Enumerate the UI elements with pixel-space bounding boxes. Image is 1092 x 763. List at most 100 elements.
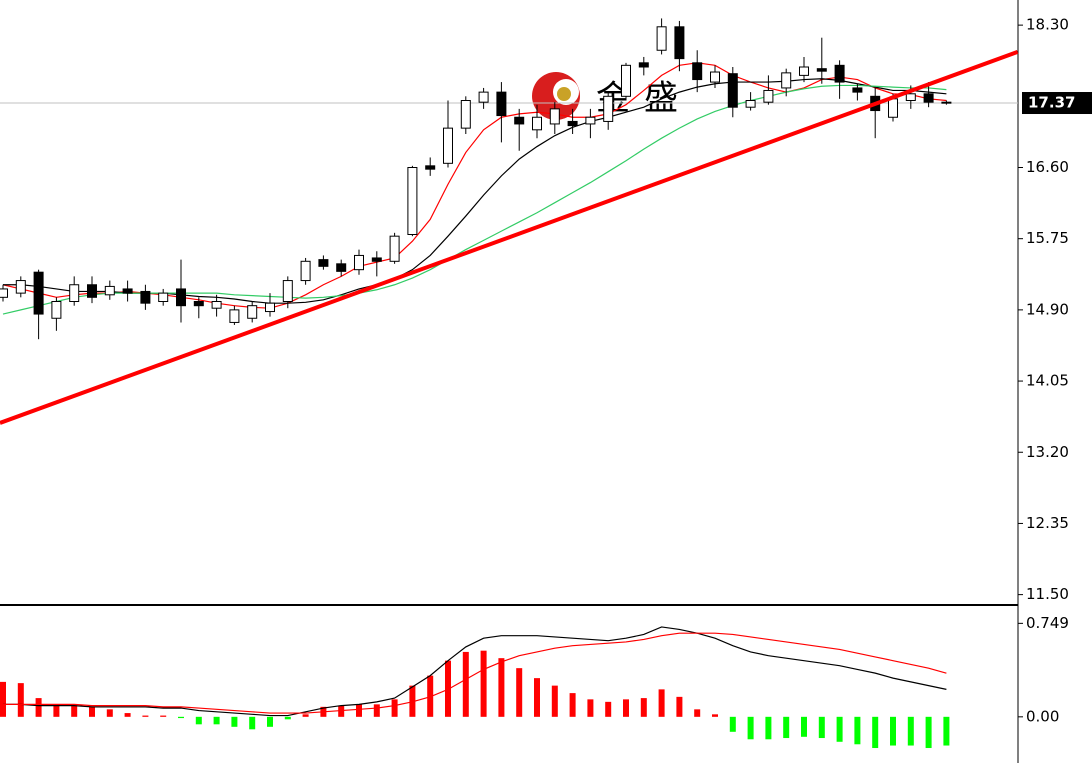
histogram-bar <box>53 704 60 717</box>
candle-body <box>389 235 400 262</box>
candle-body <box>816 68 827 72</box>
candle-body <box>69 284 80 302</box>
candle-body <box>781 72 792 89</box>
y-tick-label: 15.75 <box>1026 229 1069 247</box>
candle-body <box>478 91 489 103</box>
candle-body <box>140 290 151 304</box>
candle-body <box>656 26 667 51</box>
macd-line <box>3 632 947 714</box>
candle-body <box>318 259 329 267</box>
candle-body <box>104 285 115 296</box>
candle-body <box>33 271 44 315</box>
candle-body <box>460 100 471 129</box>
histogram-bar <box>801 716 807 737</box>
candle-body <box>443 127 453 164</box>
candle-body <box>514 116 525 125</box>
histogram-bar <box>516 668 523 717</box>
y-tick-label: 13.20 <box>1026 443 1069 461</box>
histogram-bar <box>587 699 594 717</box>
candle-body <box>852 87 863 93</box>
histogram-bar <box>231 716 238 727</box>
histogram-bar <box>160 715 167 717</box>
candle-body <box>300 260 311 282</box>
candle-body <box>727 73 738 108</box>
candle-body <box>371 257 382 262</box>
histogram-bar <box>534 678 540 717</box>
histogram-bar <box>462 651 469 717</box>
candle-body <box>247 305 258 319</box>
y-tick-label: 14.05 <box>1026 372 1069 390</box>
candle-body <box>407 167 418 235</box>
trendline <box>0 50 1019 425</box>
histogram-bar <box>872 716 879 749</box>
candle-body <box>692 62 703 81</box>
candle-body <box>336 263 347 272</box>
candle-body <box>229 309 240 323</box>
candle-body <box>122 288 133 294</box>
histogram-bar <box>124 713 131 717</box>
histogram-bar <box>765 716 772 740</box>
histogram-bar <box>712 714 718 717</box>
histogram-bar <box>89 706 95 717</box>
histogram-bar <box>640 698 647 717</box>
candle-body <box>674 26 685 60</box>
candle-body <box>710 71 720 83</box>
y-tick-label: 0.00 <box>1026 707 1059 725</box>
histogram-bar <box>35 698 42 717</box>
histogram-bar <box>925 716 932 749</box>
candle-body <box>799 66 809 76</box>
candle-body <box>176 288 186 307</box>
histogram-bar <box>391 699 398 717</box>
histogram-bar <box>747 716 754 740</box>
y-tick-label: 12.35 <box>1026 514 1069 532</box>
candle-body <box>265 302 275 313</box>
histogram-bar <box>338 705 345 717</box>
histogram-bar <box>142 715 149 717</box>
candle-body <box>638 62 649 68</box>
histogram-bar <box>480 650 487 717</box>
histogram-bar <box>694 709 701 717</box>
candle-body <box>603 95 614 122</box>
candle-body <box>567 120 578 127</box>
candle-body <box>763 89 774 103</box>
candle-body <box>621 64 631 97</box>
candle-body <box>51 301 62 319</box>
histogram-bar <box>302 714 309 717</box>
candle-body <box>0 288 8 298</box>
y-tick-label: 0.749 <box>1026 614 1069 632</box>
last-price-box <box>1022 92 1092 115</box>
histogram-bar <box>569 693 576 717</box>
histogram-bar <box>195 716 202 725</box>
candle-body <box>532 116 542 131</box>
histogram-bar <box>0 681 6 717</box>
histogram-bar <box>284 716 291 720</box>
candle-body <box>941 101 952 104</box>
macd-line <box>3 626 947 717</box>
histogram-bar <box>106 709 113 717</box>
candle-body <box>496 91 507 117</box>
histogram-bar <box>676 696 683 717</box>
histogram-bar <box>836 716 843 742</box>
histogram-bar <box>17 683 24 717</box>
histogram-bar <box>178 716 184 719</box>
histogram-bar <box>854 716 861 745</box>
candle-body <box>549 108 560 125</box>
candle-body <box>15 280 26 294</box>
candle-body <box>211 301 222 309</box>
candle-body <box>87 284 97 298</box>
candle-body <box>905 93 916 102</box>
histogram-bar <box>213 716 220 725</box>
y-tick-label: 11.50 <box>1026 585 1069 603</box>
candle-body <box>585 116 596 125</box>
histogram-bar <box>890 716 896 746</box>
histogram-bar <box>409 685 416 717</box>
y-tick-label: 18.30 <box>1026 16 1069 34</box>
candle-body <box>354 254 364 271</box>
candle-body <box>425 165 436 170</box>
histogram-bar <box>249 716 256 730</box>
histogram-bar <box>943 716 950 746</box>
histogram-bar <box>498 658 505 717</box>
candle-body <box>193 301 204 307</box>
histogram-bar <box>623 699 629 717</box>
